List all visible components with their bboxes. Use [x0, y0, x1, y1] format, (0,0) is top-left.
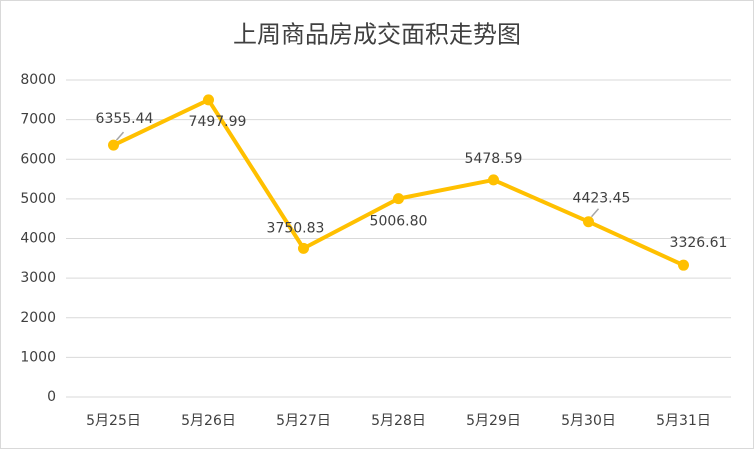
x-tick-label: 5月28日 — [371, 413, 426, 429]
y-tick-label: 6000 — [20, 151, 56, 167]
x-tick-label: 5月27日 — [276, 413, 331, 429]
x-tick-label: 5月25日 — [86, 413, 141, 429]
data-point — [678, 259, 689, 271]
data-point — [298, 242, 309, 254]
data-label: 3750.83 — [267, 220, 325, 236]
leader-line — [590, 208, 600, 218]
y-tick-label: 0 — [47, 389, 56, 405]
x-tick-label: 5月31日 — [656, 413, 711, 429]
x-tick-label: 5月30日 — [561, 413, 616, 429]
data-label: 7497.99 — [189, 114, 247, 130]
data-label: 3326.61 — [670, 235, 728, 251]
data-point — [393, 193, 404, 205]
data-label: 4423.45 — [573, 191, 631, 207]
chart-title: 上周商品房成交面积走势图 — [233, 21, 521, 49]
y-tick-label: 2000 — [20, 310, 56, 326]
y-tick-label: 5000 — [20, 191, 56, 207]
data-point — [488, 174, 499, 186]
data-label: 6355.44 — [96, 111, 154, 127]
leader-line — [115, 131, 125, 141]
y-tick-label: 4000 — [20, 231, 56, 247]
y-tick-label: 8000 — [20, 72, 56, 88]
data-point — [203, 94, 214, 106]
x-tick-label: 5月29日 — [466, 413, 521, 429]
x-tick-label: 5月26日 — [181, 413, 236, 429]
data-label: 5478.59 — [465, 151, 523, 167]
data-point — [583, 216, 594, 228]
y-tick-label: 3000 — [20, 270, 56, 286]
data-label: 5006.80 — [370, 214, 428, 230]
y-tick-label: 1000 — [20, 349, 56, 365]
data-point — [108, 139, 119, 151]
y-tick-label: 7000 — [20, 112, 56, 128]
